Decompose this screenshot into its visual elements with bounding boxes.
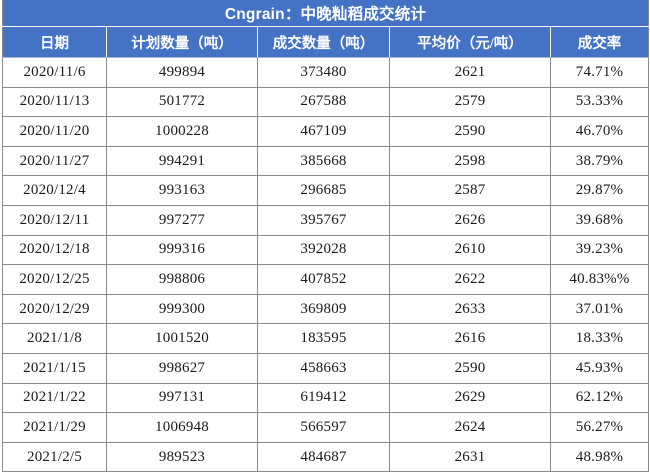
column-header-price[interactable]: 平均价（元/吨） (389, 26, 551, 58)
cell-plan: 997131 (106, 383, 258, 414)
table-row[interactable]: 2021/1/8 1001520 183595 2616 18.33% (2, 323, 649, 354)
cell-price: 2626 (389, 205, 551, 236)
cell-price: 2631 (389, 442, 551, 472)
table-row[interactable]: 2020/12/11 997277 395767 2626 39.68% (2, 205, 649, 236)
table-header-row: 日期 计划数量（吨） 成交数量（吨） 平均价（元/吨） 成交率 (2, 26, 649, 58)
cell-plan: 998806 (106, 264, 258, 295)
cell-rate: 18.33% (550, 323, 649, 354)
cell-rate: 39.23% (550, 235, 649, 266)
cell-date: 2020/11/6 (2, 57, 107, 88)
cell-plan: 989523 (106, 442, 258, 472)
cell-deal: 458663 (257, 353, 390, 384)
column-header-date[interactable]: 日期 (2, 26, 107, 58)
cell-plan: 993163 (106, 175, 258, 206)
cell-plan: 997277 (106, 205, 258, 236)
cell-price: 2579 (389, 87, 551, 118)
cell-rate: 62.12% (550, 383, 649, 414)
cell-rate: 74.71% (550, 57, 649, 88)
cell-date: 2020/12/25 (2, 264, 107, 295)
table-row[interactable]: 2020/11/20 1000228 467109 2590 46.70% (2, 116, 649, 147)
cell-rate: 39.68% (550, 205, 649, 236)
cell-deal: 407852 (257, 264, 390, 295)
cell-plan: 998627 (106, 353, 258, 384)
table-row[interactable]: 2020/11/13 501772 267588 2579 53.33% (2, 87, 649, 118)
table-row[interactable]: 2021/1/15 998627 458663 2590 45.93% (2, 353, 649, 384)
cell-deal: 369809 (257, 294, 390, 325)
cell-rate: 29.87% (550, 175, 649, 206)
cell-deal: 467109 (257, 116, 390, 147)
cell-plan: 499894 (106, 57, 258, 88)
cell-plan: 999300 (106, 294, 258, 325)
column-header-rate[interactable]: 成交率 (550, 26, 649, 58)
cell-date: 2020/12/29 (2, 294, 107, 325)
cell-rate: 56.27% (550, 412, 649, 443)
cell-deal: 484687 (257, 442, 390, 472)
table-row[interactable]: 2021/1/29 1006948 566597 2624 56.27% (2, 412, 649, 443)
table-row[interactable]: 2020/12/18 999316 392028 2610 39.23% (2, 235, 649, 266)
cell-price: 2590 (389, 353, 551, 384)
cell-deal: 385668 (257, 146, 390, 177)
cell-date: 2020/12/11 (2, 205, 107, 236)
table-title: Cngrain：中晚籼稻成交统计 (2, 0, 649, 27)
table-row[interactable]: 2020/11/27 994291 385668 2598 38.79% (2, 146, 649, 177)
cell-plan: 1001520 (106, 323, 258, 354)
table-row[interactable]: 2021/1/22 997131 619412 2629 62.12% (2, 383, 649, 414)
cell-rate: 46.70% (550, 116, 649, 147)
cell-price: 2598 (389, 146, 551, 177)
table-body: 2020/11/6 499894 373480 2621 74.71% 2020… (2, 57, 649, 472)
cell-price: 2590 (389, 116, 551, 147)
column-header-deal[interactable]: 成交数量（吨） (257, 26, 390, 58)
cell-price: 2622 (389, 264, 551, 295)
cell-deal: 296685 (257, 175, 390, 206)
cell-date: 2020/12/4 (2, 175, 107, 206)
table-row[interactable]: 2020/12/4 993163 296685 2587 29.87% (2, 175, 649, 206)
cell-deal: 392028 (257, 235, 390, 266)
cell-date: 2021/1/22 (2, 383, 107, 414)
cell-price: 2621 (389, 57, 551, 88)
cell-date: 2021/1/15 (2, 353, 107, 384)
cell-price: 2629 (389, 383, 551, 414)
cell-plan: 501772 (106, 87, 258, 118)
cell-rate: 53.33% (550, 87, 649, 118)
cell-deal: 183595 (257, 323, 390, 354)
table-row[interactable]: 2020/12/25 998806 407852 2622 40.83%% (2, 264, 649, 295)
table-row[interactable]: 2020/11/6 499894 373480 2621 74.71% (2, 57, 649, 88)
cell-date: 2020/11/20 (2, 116, 107, 147)
cell-rate: 38.79% (550, 146, 649, 177)
cell-rate: 48.98% (550, 442, 649, 472)
cell-price: 2610 (389, 235, 551, 266)
cell-plan: 999316 (106, 235, 258, 266)
cell-plan: 994291 (106, 146, 258, 177)
cell-deal: 619412 (257, 383, 390, 414)
column-header-plan[interactable]: 计划数量（吨） (106, 26, 258, 58)
cell-date: 2021/2/5 (2, 442, 107, 472)
cell-deal: 566597 (257, 412, 390, 443)
cell-plan: 1006948 (106, 412, 258, 443)
cell-date: 2020/11/13 (2, 87, 107, 118)
table-row[interactable]: 2020/12/29 999300 369809 2633 37.01% (2, 294, 649, 325)
cell-rate: 40.83%% (550, 264, 649, 295)
cell-plan: 1000228 (106, 116, 258, 147)
cell-deal: 373480 (257, 57, 390, 88)
table-title-row: Cngrain：中晚籼稻成交统计 (2, 0, 649, 27)
cell-price: 2624 (389, 412, 551, 443)
cell-date: 2020/11/27 (2, 146, 107, 177)
cell-date: 2020/12/18 (2, 235, 107, 266)
cell-deal: 395767 (257, 205, 390, 236)
cell-date: 2021/1/8 (2, 323, 107, 354)
cell-rate: 45.93% (550, 353, 649, 384)
cell-rate: 37.01% (550, 294, 649, 325)
cell-date: 2021/1/29 (2, 412, 107, 443)
cell-deal: 267588 (257, 87, 390, 118)
cell-price: 2633 (389, 294, 551, 325)
cell-price: 2616 (389, 323, 551, 354)
table-row[interactable]: 2021/2/5 989523 484687 2631 48.98% (2, 442, 649, 472)
cell-price: 2587 (389, 175, 551, 206)
